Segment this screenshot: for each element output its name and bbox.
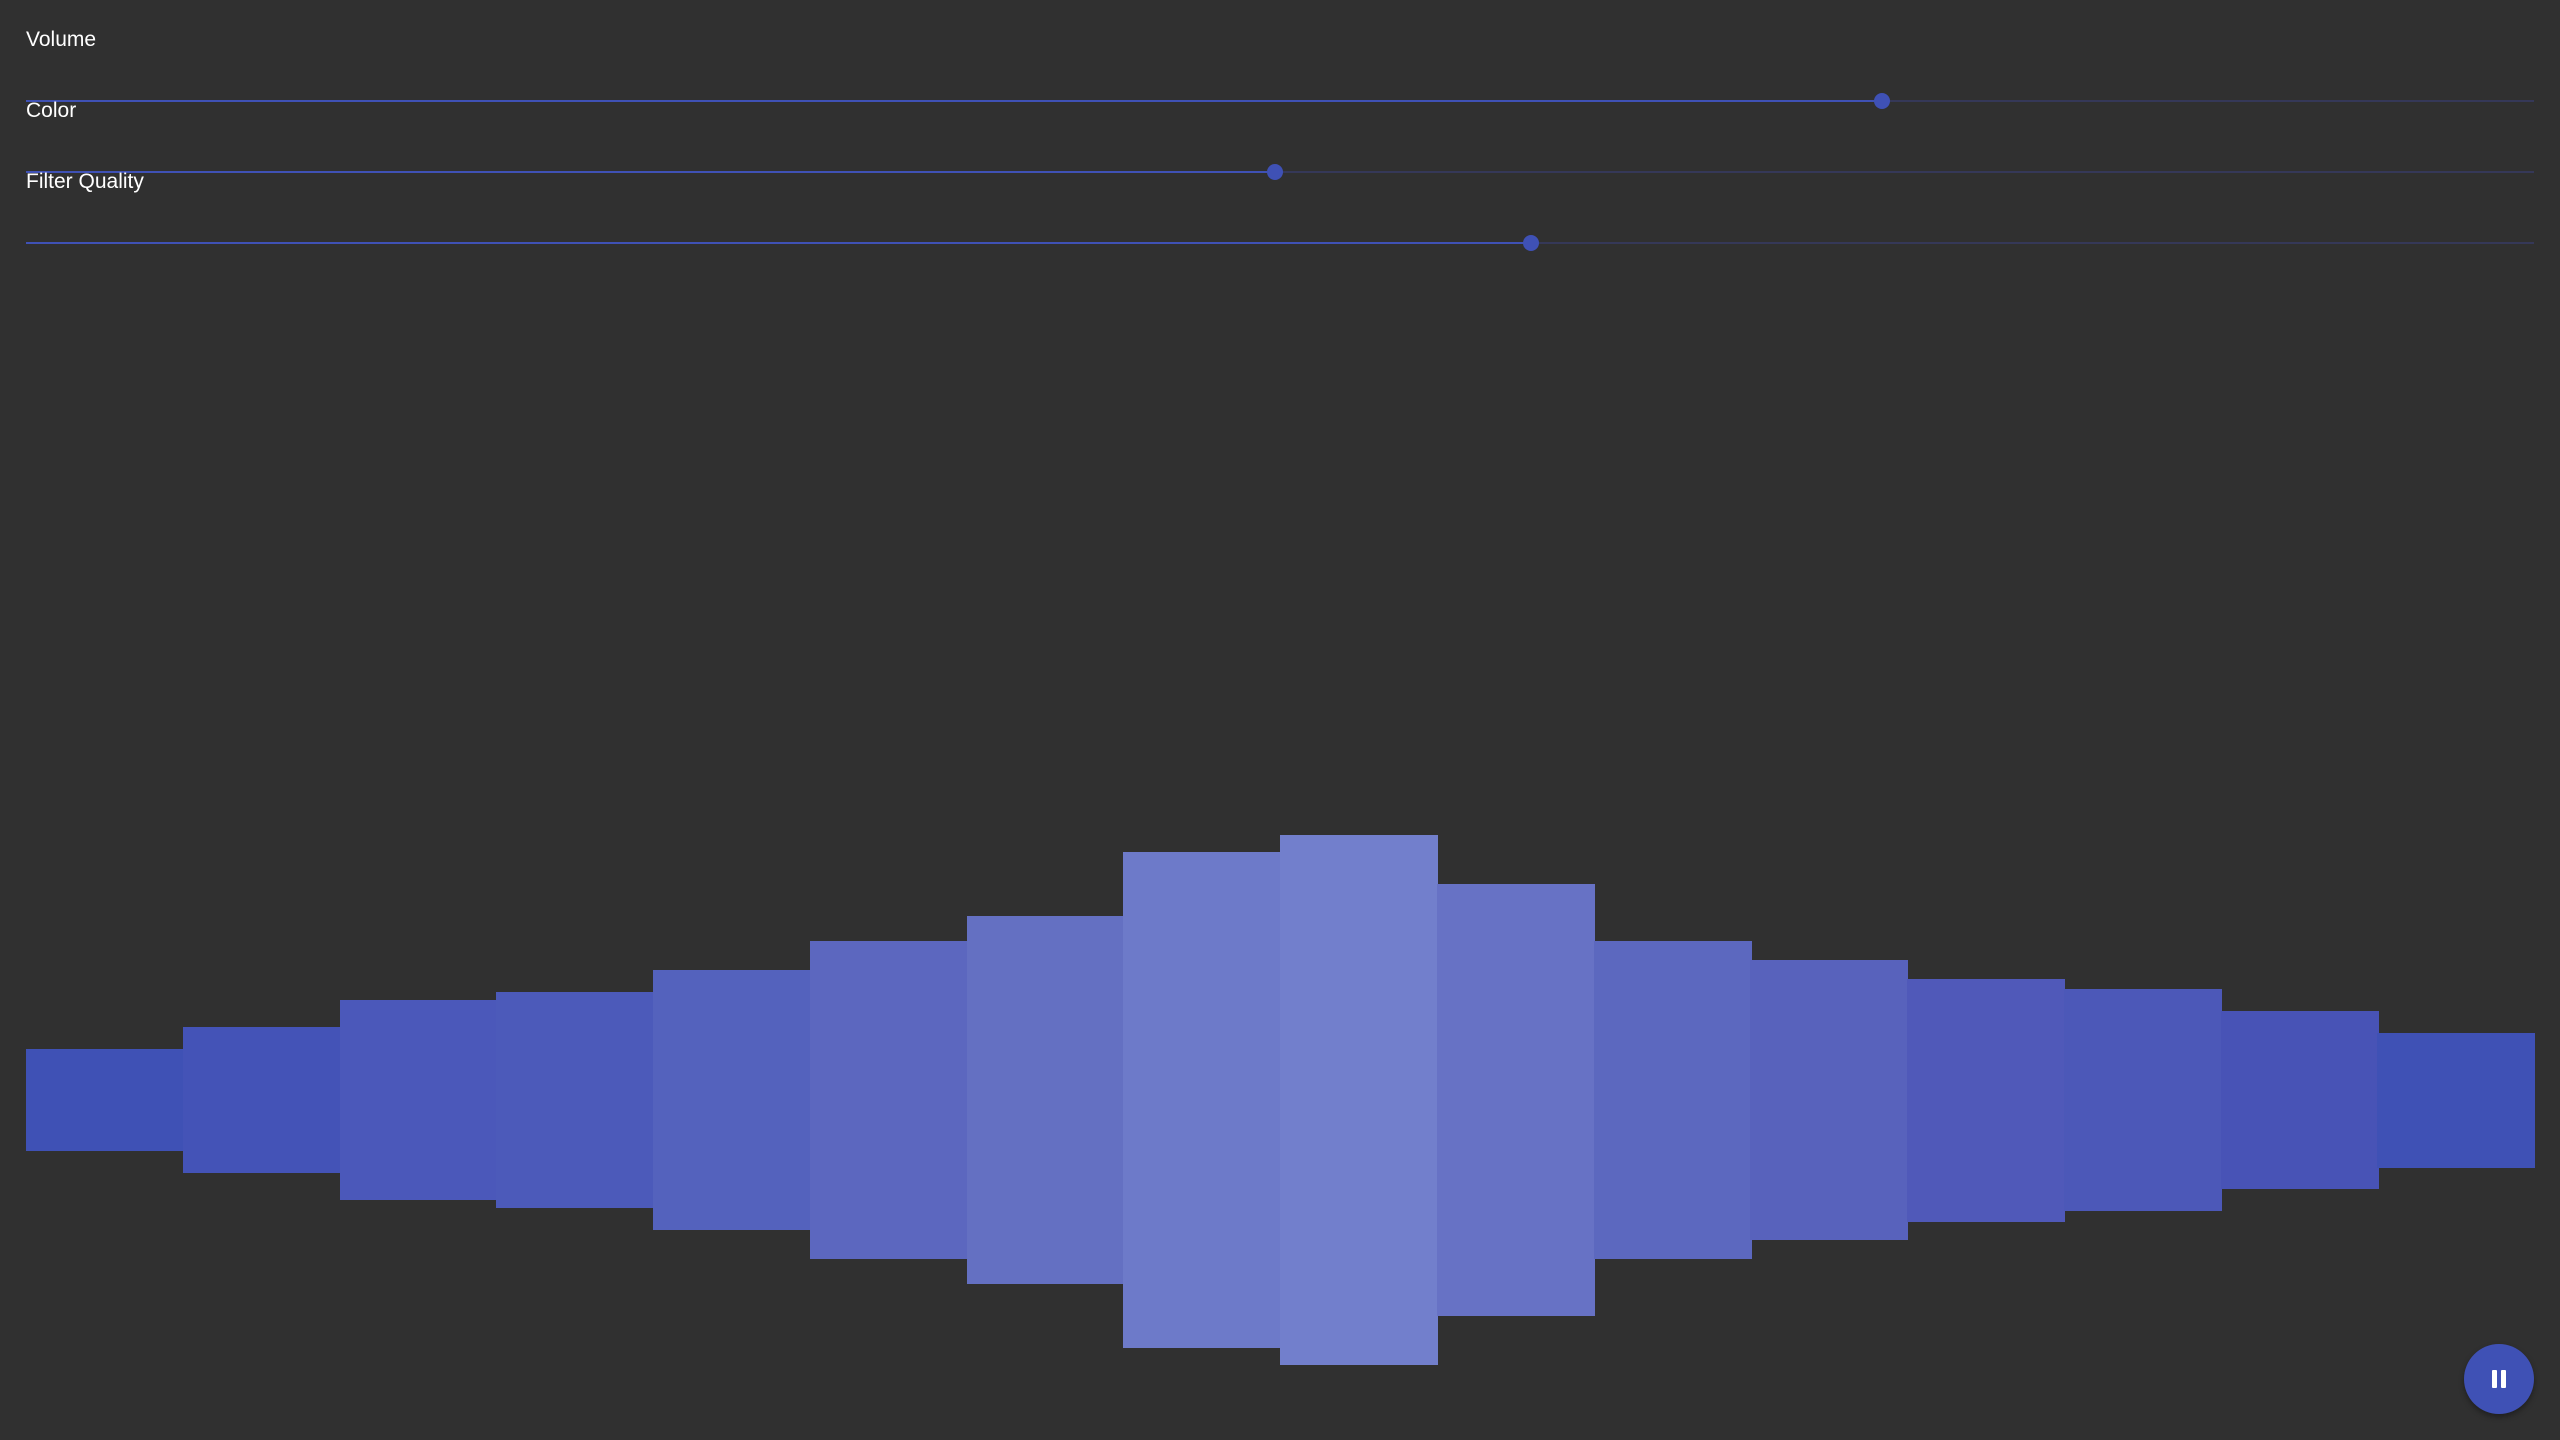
filter-quality-slider-fill (26, 242, 1531, 244)
color-slider[interactable] (26, 164, 2534, 180)
visualizer-bar (1593, 940, 1752, 1260)
visualizer-bar (1280, 835, 1438, 1365)
visualizer-bar (2377, 1032, 2536, 1168)
color-label: Color (26, 99, 77, 122)
visualizer-bar (496, 992, 655, 1208)
frequency-visualizer (26, 820, 2536, 1365)
visualizer-bar (966, 916, 1125, 1284)
visualizer-bar (809, 940, 968, 1260)
visualizer-bar (653, 970, 811, 1230)
color-slider-fill (26, 171, 1275, 173)
visualizer-bar (2220, 1010, 2379, 1190)
filter-quality-slider[interactable] (26, 235, 2534, 251)
volume-slider-thumb[interactable] (1873, 93, 1890, 109)
visualizer-bar (2063, 989, 2222, 1211)
visualizer-bar (1436, 884, 1595, 1316)
volume-slider-fill (26, 100, 1882, 102)
pause-icon (2491, 1370, 2507, 1388)
volume-slider[interactable] (26, 93, 2534, 109)
filter-quality-label: Filter Quality (26, 170, 144, 193)
play-pause-button[interactable] (2464, 1344, 2534, 1414)
visualizer-bar (182, 1027, 341, 1173)
visualizer-bar (339, 1000, 498, 1200)
visualizer-bar (1750, 959, 1909, 1241)
visualizer-bar (1907, 978, 2065, 1222)
visualizer-bar (26, 1048, 184, 1152)
visualizer-bar (1123, 851, 1282, 1349)
filter-quality-slider-thumb[interactable] (1522, 235, 1539, 251)
volume-label: Volume (26, 28, 97, 51)
color-slider-thumb[interactable] (1266, 164, 1283, 180)
